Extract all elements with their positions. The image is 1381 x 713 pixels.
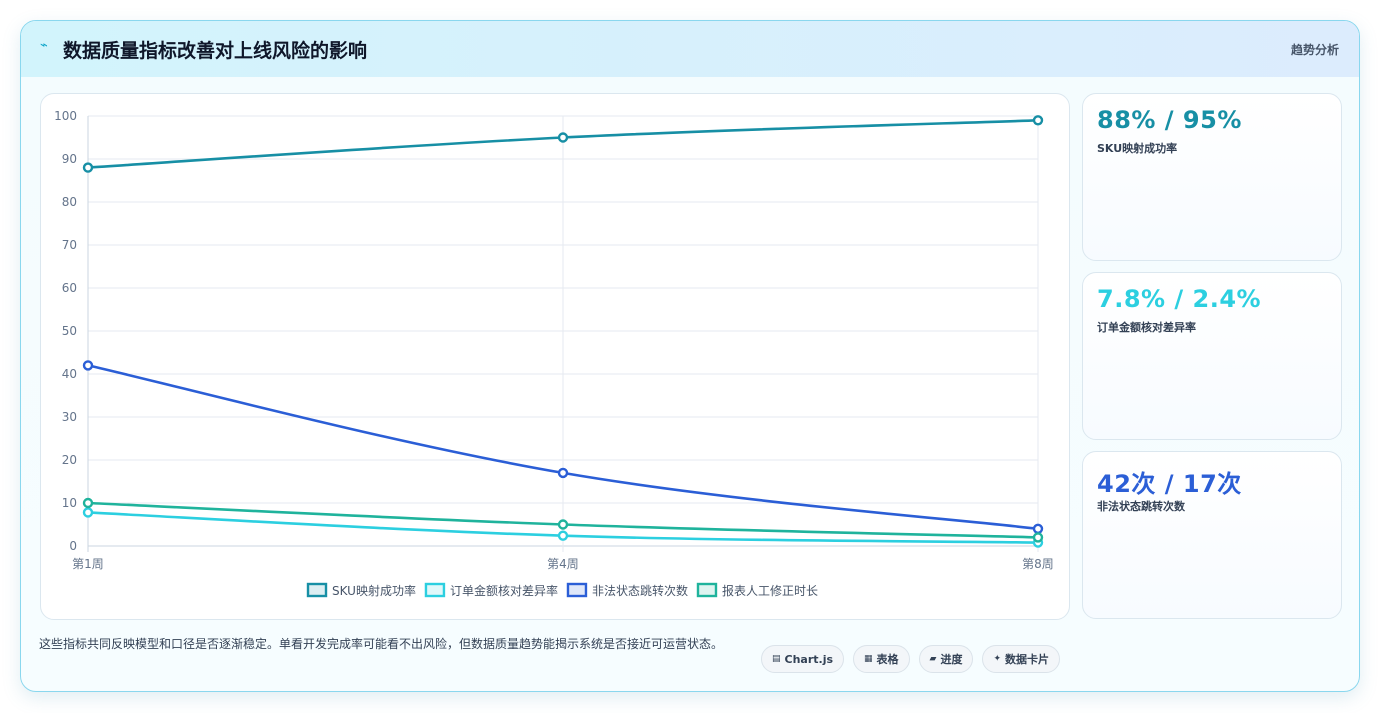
data-point (82, 162, 94, 173)
y-tick-label: 100 (54, 109, 77, 123)
legend-swatch (424, 582, 446, 598)
y-tick-label: 20 (62, 453, 77, 467)
chart-line-icon: ⌁ (40, 38, 48, 53)
data-point (557, 519, 569, 530)
chip-table[interactable]: ▦ 表格 (853, 645, 910, 673)
data-point (82, 507, 94, 518)
legend-label: 非法状态跳转次数 (592, 583, 688, 598)
data-point (1032, 532, 1044, 543)
chip-chartjs[interactable]: ▤ Chart.js (761, 645, 845, 673)
data-point (1032, 523, 1044, 534)
trend-analysis-tag[interactable]: 趋势分析 (1290, 43, 1339, 57)
y-tick-label: 60 (62, 281, 77, 295)
data-card-icon: ✦ (993, 654, 1002, 664)
stat-value: 7.8% / 2.4% (1097, 285, 1262, 313)
table-icon: ▦ (864, 654, 873, 664)
data-point (82, 360, 94, 371)
stat-value: 88% / 95% (1097, 106, 1242, 134)
chip-label: Chart.js (784, 652, 834, 666)
data-point (557, 132, 569, 143)
legend-swatch (566, 582, 588, 598)
data-point (557, 530, 569, 541)
x-tick-label: 第1周 (72, 557, 104, 571)
stat-label: 订单金额核对差异率 (1097, 321, 1196, 334)
stat-label: 非法状态跳转次数 (1097, 500, 1185, 513)
y-tick-label: 10 (62, 496, 77, 510)
legend-swatch (306, 582, 328, 598)
legend-label: 订单金额核对差异率 (450, 583, 558, 598)
chart-icon: ▤ (772, 654, 781, 664)
chip-label: 表格 (876, 653, 899, 666)
y-tick-label: 80 (62, 195, 77, 209)
stat-label: SKU映射成功率 (1097, 142, 1178, 155)
y-tick-label: 30 (62, 410, 77, 424)
stat-card-illegal-jumps: 42次 / 17次 非法状态跳转次数 (1082, 451, 1342, 619)
chip-label: 进度 (940, 653, 963, 666)
x-tick-label: 第4周 (547, 557, 579, 571)
data-point (1032, 115, 1044, 126)
chip-data-card[interactable]: ✦ 数据卡片 (982, 645, 1061, 673)
y-tick-label: 0 (69, 539, 77, 553)
legend-swatch (696, 582, 718, 598)
chip-progress[interactable]: ▰ 进度 (918, 645, 974, 673)
x-tick-label: 第8周 (1022, 557, 1054, 571)
stat-value: 42次 / 17次 (1097, 470, 1242, 498)
legend-label: SKU映射成功率 (332, 583, 416, 598)
chart-panel: 0 10 20 30 40 50 60 70 80 90 100 第1周 第4周 第8周 SKU映射成功率 订… (40, 93, 1070, 620)
card-title: 数据质量指标改善对上线风险的影响 (63, 40, 368, 62)
line-chart: 0 10 20 30 40 50 60 70 80 90 100 第1周 第4周 第8周 SKU映射成功率 订… (54, 109, 1054, 598)
progress-icon: ▰ (929, 654, 937, 664)
card-header: ⌁ 数据质量指标改善对上线风险的影响 趋势分析 (21, 21, 1359, 77)
legend-label: 报表人工修正时长 (722, 583, 818, 598)
y-tick-label: 50 (62, 324, 77, 338)
tech-chips: ▤ Chart.js ▦ 表格 ▰ 进度 ✦ 数据卡片 (761, 645, 1061, 673)
data-point (82, 497, 94, 509)
dashboard-card: ⌁ 数据质量指标改善对上线风险的影响 趋势分析 0 10 20 30 40 50 60 70 8… (20, 20, 1360, 692)
stat-card-sku: 88% / 95% SKU映射成功率 (1082, 93, 1342, 261)
y-tick-label: 40 (62, 367, 77, 381)
chip-label: 数据卡片 (1005, 653, 1050, 666)
y-tick-label: 70 (62, 238, 77, 252)
footnote: 这些指标共同反映模型和口径是否逐渐稳定。单看开发完成率可能看不出风险，但数据质量… (39, 637, 724, 651)
y-tick-label: 90 (62, 152, 77, 166)
stat-card-order-diff: 7.8% / 2.4% 订单金额核对差异率 (1082, 272, 1342, 440)
data-point (557, 467, 569, 479)
